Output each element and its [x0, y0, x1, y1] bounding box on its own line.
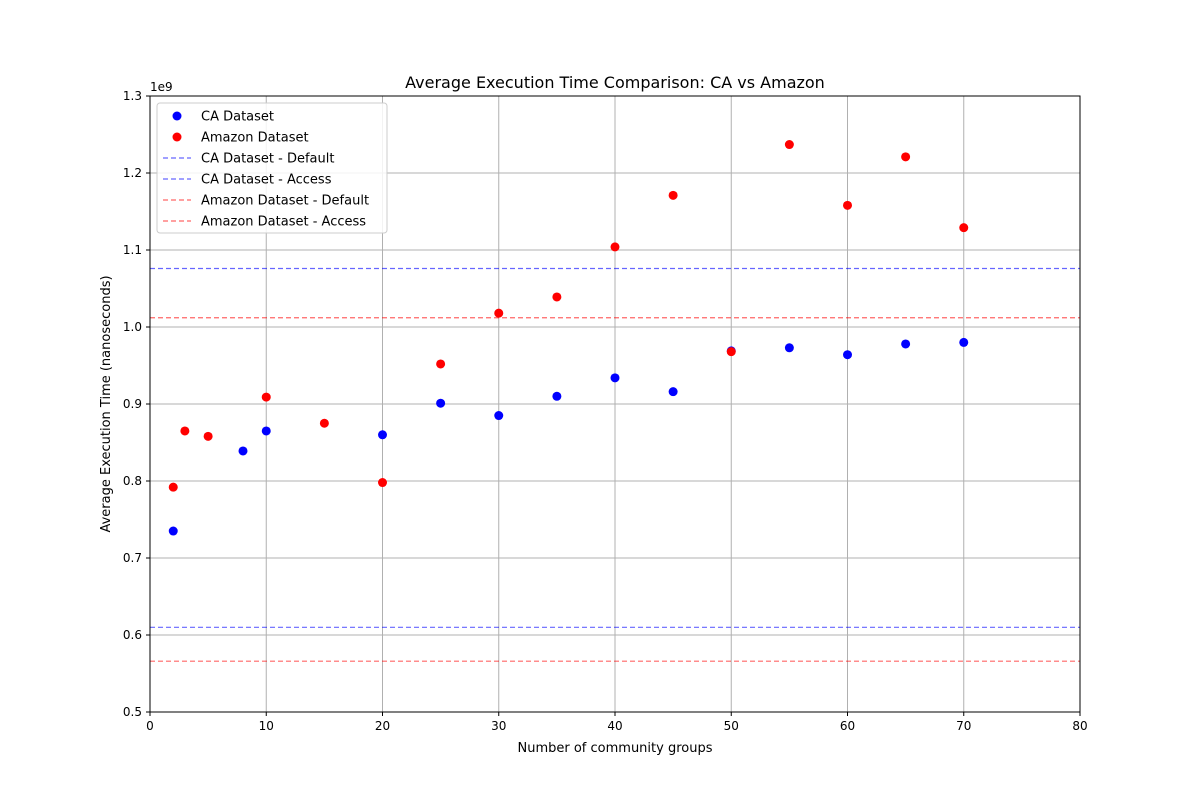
data-point	[959, 337, 969, 347]
y-tick-label: 1.0	[123, 320, 142, 334]
legend-label: CA Dataset - Access	[201, 173, 332, 188]
data-points	[168, 140, 969, 536]
data-point	[261, 392, 271, 402]
data-point	[378, 430, 387, 440]
legend-label: CA Dataset - Default	[201, 152, 334, 167]
y-axis-label: Average Execution Time (nanoseconds)	[99, 275, 114, 532]
chart-title: Average Execution Time Comparison: CA vs…	[405, 73, 825, 92]
data-point	[319, 418, 329, 428]
x-tick-label: 30	[491, 719, 506, 733]
x-tick-label: 80	[1072, 719, 1087, 733]
x-tick-label: 40	[607, 719, 622, 733]
data-point	[726, 347, 736, 357]
data-point	[494, 411, 504, 421]
data-point	[901, 339, 911, 349]
data-point	[203, 431, 213, 441]
data-point	[610, 242, 620, 252]
y-tick-label: 0.9	[123, 397, 142, 411]
data-point	[784, 140, 794, 150]
data-point	[168, 482, 178, 492]
x-tick-label: 10	[259, 719, 274, 733]
y-offset-label: 1e9	[150, 80, 173, 94]
y-tick-label: 0.6	[123, 628, 142, 642]
data-point	[901, 152, 911, 162]
y-axis-ticks: 0.5 0.6 0.7 0.8 0.9 1.0 1.1 1.2 1.3	[123, 89, 150, 719]
y-tick-label: 0.8	[123, 474, 142, 488]
legend-label: Amazon Dataset	[201, 131, 309, 146]
data-point	[238, 446, 248, 456]
data-point	[784, 343, 794, 353]
legend: CA Dataset Amazon Dataset CA Dataset - Def…	[156, 102, 388, 234]
y-tick-label: 1.1	[123, 243, 142, 257]
x-tick-label: 60	[840, 719, 855, 733]
data-point	[436, 398, 446, 408]
x-tick-label: 20	[375, 719, 390, 733]
y-tick-label: 0.7	[123, 551, 142, 565]
legend-label: Amazon Dataset - Access	[201, 215, 366, 230]
data-point	[959, 223, 969, 233]
legend-label: CA Dataset	[201, 110, 274, 125]
data-point	[552, 292, 562, 302]
data-point	[180, 426, 190, 436]
legend-marker	[172, 132, 182, 142]
x-axis-ticks: 0 10 20 30 40 50 60 70 80	[146, 712, 1088, 733]
data-point	[843, 350, 852, 360]
data-point	[261, 426, 271, 436]
x-axis-label: Number of community groups	[518, 741, 713, 756]
x-tick-label: 70	[956, 719, 971, 733]
legend-label: Amazon Dataset - Default	[201, 194, 369, 209]
data-point	[668, 190, 678, 200]
y-tick-label: 1.2	[123, 166, 142, 180]
data-point	[610, 373, 620, 383]
y-tick-label: 0.5	[123, 705, 142, 719]
legend-box	[156, 102, 388, 234]
x-tick-label: 50	[724, 719, 739, 733]
data-point	[378, 478, 387, 488]
legend-marker	[172, 111, 182, 121]
data-point	[843, 200, 852, 210]
data-point	[552, 391, 562, 401]
data-point	[668, 387, 678, 397]
reference-lines	[150, 267, 1080, 662]
data-point	[494, 308, 504, 318]
data-point	[436, 359, 446, 369]
x-tick-label: 0	[146, 719, 154, 733]
data-point	[168, 526, 178, 536]
y-tick-label: 1.3	[123, 89, 142, 103]
